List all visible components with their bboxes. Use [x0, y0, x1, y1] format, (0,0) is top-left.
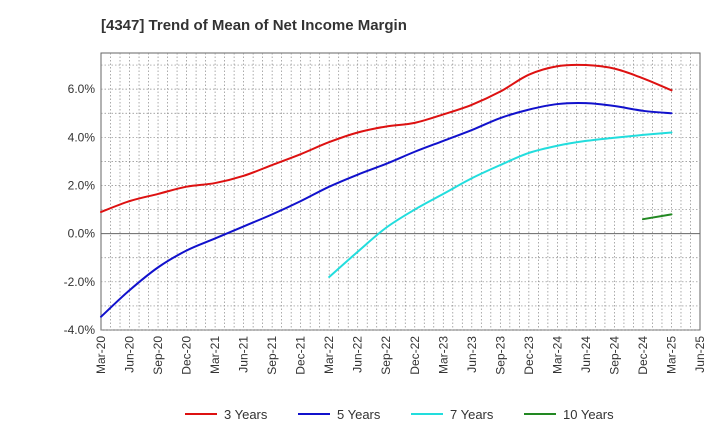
horizontal-gridlines: [101, 64, 700, 331]
x-tick-label: Sep-23: [493, 336, 507, 375]
x-tick-label: Jun-24: [579, 336, 593, 373]
legend-label: 5 Years: [337, 407, 381, 422]
series-line-2: [100, 101, 673, 318]
plot-border: [100, 52, 701, 331]
x-tick-label: Sep-22: [379, 336, 393, 375]
x-axis-tick-labels: Mar-20 Jun-20 Sep-20 Dec-20 Mar-21 Jun-21 Sep-…: [94, 336, 707, 375]
x-tick-label: Mar-25: [664, 336, 678, 374]
x-tick-label: Jun-21: [237, 336, 251, 373]
series-line-1: [100, 63, 673, 213]
plot-area: [100, 52, 701, 331]
x-tick-label: Jun-25: [693, 336, 707, 373]
legend: 3 Years 5 Years 7 Years 10 Years: [185, 407, 614, 422]
y-axis-tick-labels: -4.0% -2.0% 0.0% 2.0% 4.0% 6.0%: [64, 82, 96, 337]
y-tick-label: 4.0%: [68, 130, 96, 144]
x-tick-label: Mar-23: [436, 336, 450, 374]
series-line-3: [328, 131, 673, 279]
legend-label: 3 Years: [224, 407, 268, 422]
x-tick-label: Dec-21: [294, 336, 308, 375]
vertical-gridlines: [110, 53, 691, 330]
x-tick-label: Jun-20: [123, 336, 137, 373]
x-tick-label: Sep-20: [151, 336, 165, 375]
x-tick-label: Sep-24: [607, 336, 621, 375]
chart-title: [4347] Trend of Mean of Net Income Margi…: [101, 17, 407, 34]
x-tick-label: Mar-20: [94, 336, 108, 374]
x-tick-label: Jun-23: [465, 336, 479, 373]
y-tick-label: 0.0%: [68, 227, 96, 241]
x-tick-label: Dec-20: [180, 336, 194, 375]
y-tick-label: 2.0%: [68, 178, 96, 192]
x-tick-label: Dec-24: [636, 336, 650, 375]
y-tick-label: -4.0%: [64, 323, 96, 337]
legend-label: 10 Years: [563, 407, 614, 422]
x-tick-label: Sep-21: [265, 336, 279, 375]
y-tick-label: -2.0%: [64, 275, 96, 289]
x-tick-label: Dec-23: [522, 336, 536, 375]
x-tick-label: Dec-22: [408, 336, 422, 375]
series-lines: [100, 63, 673, 318]
x-tick-label: Mar-21: [208, 336, 222, 374]
legend-label: 7 Years: [450, 407, 494, 422]
x-tick-label: Mar-24: [550, 336, 564, 374]
series-line-4: [641, 213, 673, 221]
x-tick-label: Jun-22: [351, 336, 365, 373]
x-tick-label: Mar-22: [322, 336, 336, 374]
y-tick-label: 6.0%: [68, 82, 96, 96]
